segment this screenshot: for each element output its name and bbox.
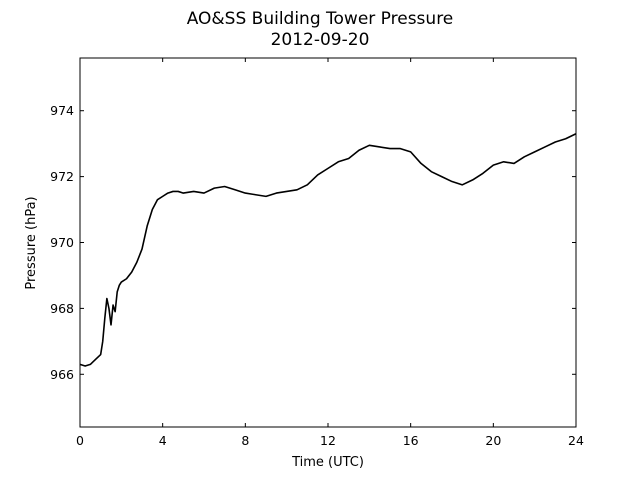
chart-title: AO&SS Building Tower Pressure — [187, 9, 454, 29]
y-axis-label: Pressure (hPa) — [24, 196, 39, 289]
x-tick-label: 4 — [159, 433, 167, 448]
x-tick-label: 0 — [76, 433, 84, 448]
y-tick-label: 966 — [50, 367, 74, 382]
x-axis-label: Time (UTC) — [291, 455, 364, 470]
y-tick-label: 968 — [50, 301, 74, 316]
x-tick-label: 24 — [568, 433, 584, 448]
x-tick-label: 12 — [320, 433, 336, 448]
y-tick-label: 970 — [50, 235, 74, 250]
plot-frame — [79, 57, 577, 428]
x-tick-label: 16 — [403, 433, 419, 448]
x-tick-label: 20 — [485, 433, 501, 448]
y-tick-label: 974 — [50, 103, 74, 118]
chart-subtitle: 2012-09-20 — [271, 30, 370, 50]
y-tick-label: 972 — [50, 169, 74, 184]
series-line-0 — [79, 133, 577, 367]
x-tick-label: 8 — [241, 433, 249, 448]
plot-area — [79, 133, 577, 367]
axis-ticks: 0 4 8 12 16 20 24 966 968 970 972 974 — [50, 58, 584, 448]
